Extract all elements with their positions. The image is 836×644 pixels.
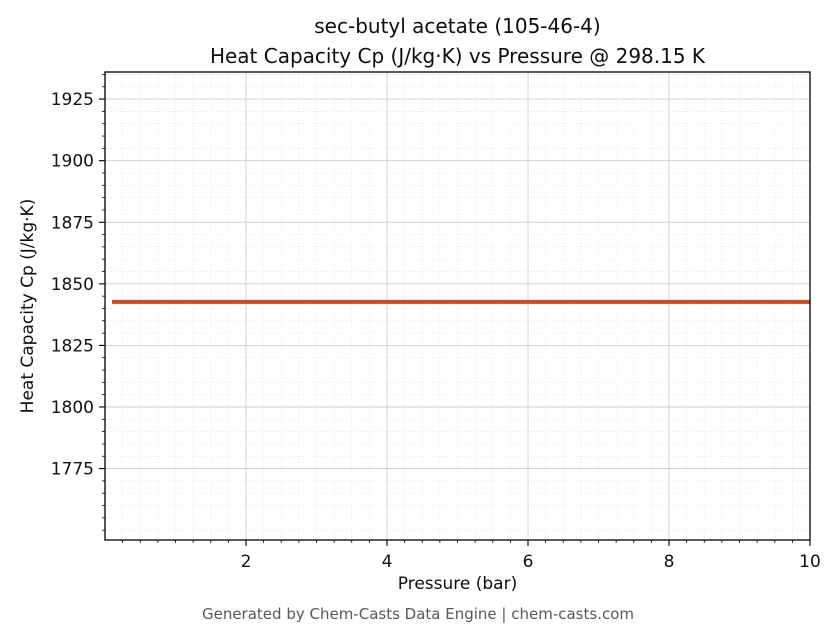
y-tick-label: 1925 — [51, 90, 94, 110]
x-tick-label: 6 — [523, 552, 534, 572]
y-tick-label: 1900 — [51, 152, 94, 172]
y-tick-label: 1850 — [51, 275, 94, 295]
y-tick-label: 1775 — [51, 460, 94, 480]
x-tick-label: 2 — [241, 552, 252, 572]
y-tick-label: 1875 — [51, 213, 94, 233]
chart-title-line1: sec-butyl acetate (105-46-4) — [314, 14, 601, 38]
y-tick-label: 1800 — [51, 398, 94, 418]
x-tick-label: 8 — [664, 552, 675, 572]
y-tick-label: 1825 — [51, 336, 94, 356]
y-axis-label: Heat Capacity Cp (J/kg·K) — [18, 198, 38, 414]
plot-border — [104, 71, 811, 541]
x-axis-label: Pressure (bar) — [397, 574, 518, 594]
chart-title: sec-butyl acetate (105-46-4) Heat Capaci… — [105, 11, 810, 71]
x-tick-label: 10 — [799, 552, 821, 572]
chart-title-line2: Heat Capacity Cp (J/kg·K) vs Pressure @ … — [209, 44, 706, 68]
x-tick-label: 4 — [382, 552, 393, 572]
footer-credit: Generated by Chem-Casts Data Engine | ch… — [201, 605, 635, 623]
